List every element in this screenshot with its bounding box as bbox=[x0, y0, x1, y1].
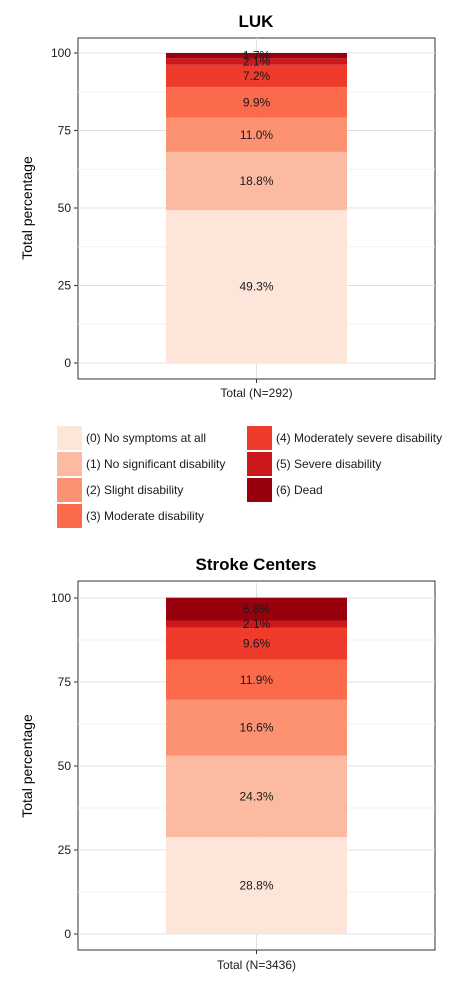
y-tick-label: 75 bbox=[58, 675, 72, 689]
legend-swatch bbox=[57, 452, 82, 476]
legend-swatch bbox=[57, 504, 82, 528]
legend-swatch bbox=[57, 426, 82, 450]
y-tick-label: 100 bbox=[51, 591, 71, 605]
bar-data-label: 1.7% bbox=[243, 49, 271, 63]
y-tick-label: 0 bbox=[64, 927, 71, 941]
legend-swatch bbox=[57, 478, 82, 502]
bar-segment bbox=[166, 64, 347, 88]
bar-data-label: 18.8% bbox=[239, 174, 273, 188]
legend-label: (4) Moderately severe disability bbox=[276, 431, 442, 445]
bar-segment bbox=[166, 627, 347, 660]
legend-label: (3) Moderate disability bbox=[86, 509, 204, 523]
bar-data-label: 2.1% bbox=[243, 55, 271, 69]
chart-panel-luk: LUK 49.3% 18.8% 11.0% 9.9% 7.2%2.1%1.7% 0 25 5… bbox=[19, 12, 436, 400]
bar-stack: 49.3% 18.8% 11.0% 9.9% 7.2%2.1%1.7% bbox=[166, 49, 347, 363]
y-tick-label: 50 bbox=[58, 759, 72, 773]
bar-segment bbox=[166, 210, 347, 363]
bar-segment bbox=[166, 87, 347, 118]
bar-segment bbox=[166, 699, 347, 756]
bar-data-label: 2.1% bbox=[243, 617, 271, 631]
bar-data-label: 6.8% bbox=[243, 602, 271, 616]
bar-data-label: 9.9% bbox=[243, 95, 271, 109]
legend-label: (2) Slight disability bbox=[86, 483, 183, 497]
y-axis-label: Total percentage bbox=[19, 714, 35, 818]
x-tick-label: Total (N=292) bbox=[220, 386, 292, 400]
bar-segment bbox=[166, 659, 347, 700]
bar-segment bbox=[166, 53, 347, 59]
y-tick-label: 25 bbox=[58, 279, 72, 293]
legend-swatch bbox=[247, 478, 272, 502]
bar-segment bbox=[166, 117, 347, 152]
y-tick-label: 100 bbox=[51, 46, 71, 60]
chart-title: LUK bbox=[239, 12, 275, 31]
bar-stack: 28.8% 24.3% 16.6% 11.9% 9.6% 2.1%6.8% bbox=[166, 597, 347, 934]
legend-label: (0) No symptoms at all bbox=[86, 431, 206, 445]
bar-segment bbox=[166, 755, 347, 838]
y-axis: 0 25 50 75 100 bbox=[51, 46, 78, 370]
legend-label: (6) Dead bbox=[276, 483, 323, 497]
bar-data-label: 11.9% bbox=[240, 673, 273, 687]
x-tick-label: Total (N=3436) bbox=[217, 958, 296, 972]
bar-segment bbox=[166, 620, 347, 628]
bar-data-label: 49.3% bbox=[239, 280, 273, 294]
bar-data-label: 11.0% bbox=[240, 128, 273, 142]
bar-data-label: 24.3% bbox=[239, 789, 273, 803]
y-tick-label: 25 bbox=[58, 843, 72, 857]
y-tick-label: 75 bbox=[58, 124, 72, 138]
bar-segment bbox=[166, 597, 347, 621]
legend-label: (1) No significant disability bbox=[86, 457, 225, 471]
bar-data-label: 28.8% bbox=[239, 879, 273, 893]
y-axis-label: Total percentage bbox=[19, 156, 35, 260]
legend-label: (5) Severe disability bbox=[276, 457, 381, 471]
x-axis: Total (N=3436) bbox=[217, 950, 296, 972]
bar-data-label: 16.6% bbox=[239, 721, 273, 735]
legend-swatch bbox=[247, 452, 272, 476]
y-axis: 0 25 50 75 100 bbox=[51, 591, 78, 941]
y-tick-label: 0 bbox=[64, 356, 71, 370]
chart-panel-stroke-centers: Stroke Centers 28.8%24.3%16.6%11.9%9.6%2… bbox=[19, 555, 436, 972]
bar-data-label: 9.6% bbox=[243, 637, 271, 651]
bar-segment bbox=[166, 151, 347, 211]
bar-data-label: 7.2% bbox=[243, 69, 271, 83]
bar-segment bbox=[166, 837, 347, 934]
legend-swatch bbox=[247, 426, 272, 450]
y-tick-label: 50 bbox=[58, 201, 72, 215]
chart-title: Stroke Centers bbox=[196, 555, 317, 574]
legend: (0) No symptoms at all (1) No significant… bbox=[57, 426, 442, 528]
bar-segment bbox=[166, 58, 347, 65]
x-axis: Total (N=292) bbox=[220, 379, 293, 400]
